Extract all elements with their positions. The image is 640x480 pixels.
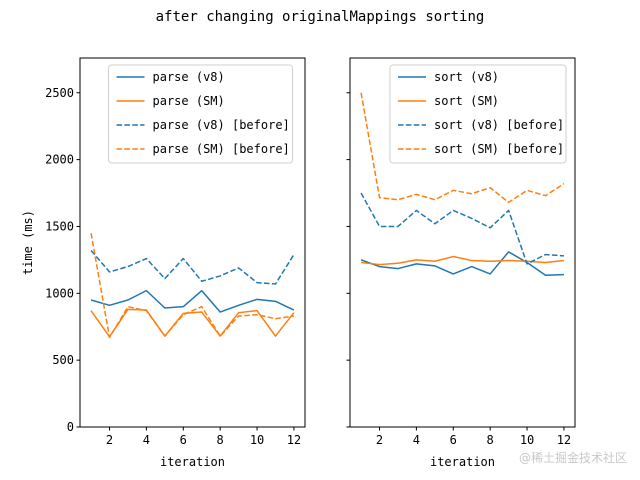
legend-label-2-3: sort (v8) [before] [434,118,564,132]
y-tick-label-1-5: 2000 [45,153,74,167]
y-tick-label-1-4: 1500 [45,219,74,233]
y-axis-label-1: time (ms) [21,210,35,275]
series-line-2-1 [360,251,564,277]
x-tick-label-1-2: 4 [143,433,150,447]
x-tick-label-2-1: 2 [376,433,383,447]
x-tick-label-2-2: 4 [413,433,420,447]
x-tick-label-1-3: 6 [180,433,187,447]
legend-box-1 [108,64,293,164]
watermark: @稀土掘金技术社区 [519,450,627,465]
figure-title: after changing originalMappings sorting [156,9,485,25]
x-axis-label-2: iteration [430,455,495,469]
series-line-1-3 [90,250,295,285]
legend-label-1-1: parse (v8) [153,70,225,84]
axes-frame-1 [79,57,306,428]
legend-label-1-4: parse (SM) [before] [153,142,290,156]
series-line-1-1 [90,289,295,313]
chart-panels: 2 4 6 8 10 12 0 500 1000 1500 2000 2500 iteration tim… [21,57,576,469]
x-tick-label-1-4: 8 [217,433,224,447]
series-line-1-2 [90,308,295,338]
legend-label-2-4: sort (SM) [before] [434,142,564,156]
axes-frame-2 [349,57,576,428]
x-tick-label-2-6: 12 [557,433,571,447]
chart-panel-1: 2 4 6 8 10 12 0 500 1000 1500 2000 2500 iteration tim… [21,57,306,469]
legend-label-2-1: sort (v8) [434,70,499,84]
legend-label-2-2: sort (SM) [434,94,499,108]
y-tick-label-1-3: 1000 [45,286,74,300]
y-tick-label-1-2: 500 [52,353,74,367]
series-line-2-3 [360,192,564,265]
legend-1: parse (v8) parse (SM) parse (v8) [before] p… [108,64,293,164]
x-tick-label-2-5: 10 [520,433,534,447]
series-line-2-2 [360,255,565,266]
x-tick-label-2-3: 6 [450,433,457,447]
series-line-2-4 [360,92,565,204]
legend-box-2 [389,64,567,164]
legend-label-1-3: parse (v8) [before] [153,118,290,132]
legend-2: sort (v8) sort (SM) sort (v8) [before] sort… [389,64,567,164]
x-tick-label-2-4: 8 [487,433,494,447]
x-tick-label-1-1: 2 [106,433,113,447]
x-axis-label-1: iteration [160,455,225,469]
legend-label-1-2: parse (SM) [153,94,225,108]
y-tick-label-1-6: 2500 [45,86,74,100]
x-tick-label-1-5: 10 [250,433,264,447]
series-line-1-4 [90,233,295,339]
x-tick-label-1-6: 12 [287,433,301,447]
y-tick-label-1-1: 0 [67,420,74,434]
